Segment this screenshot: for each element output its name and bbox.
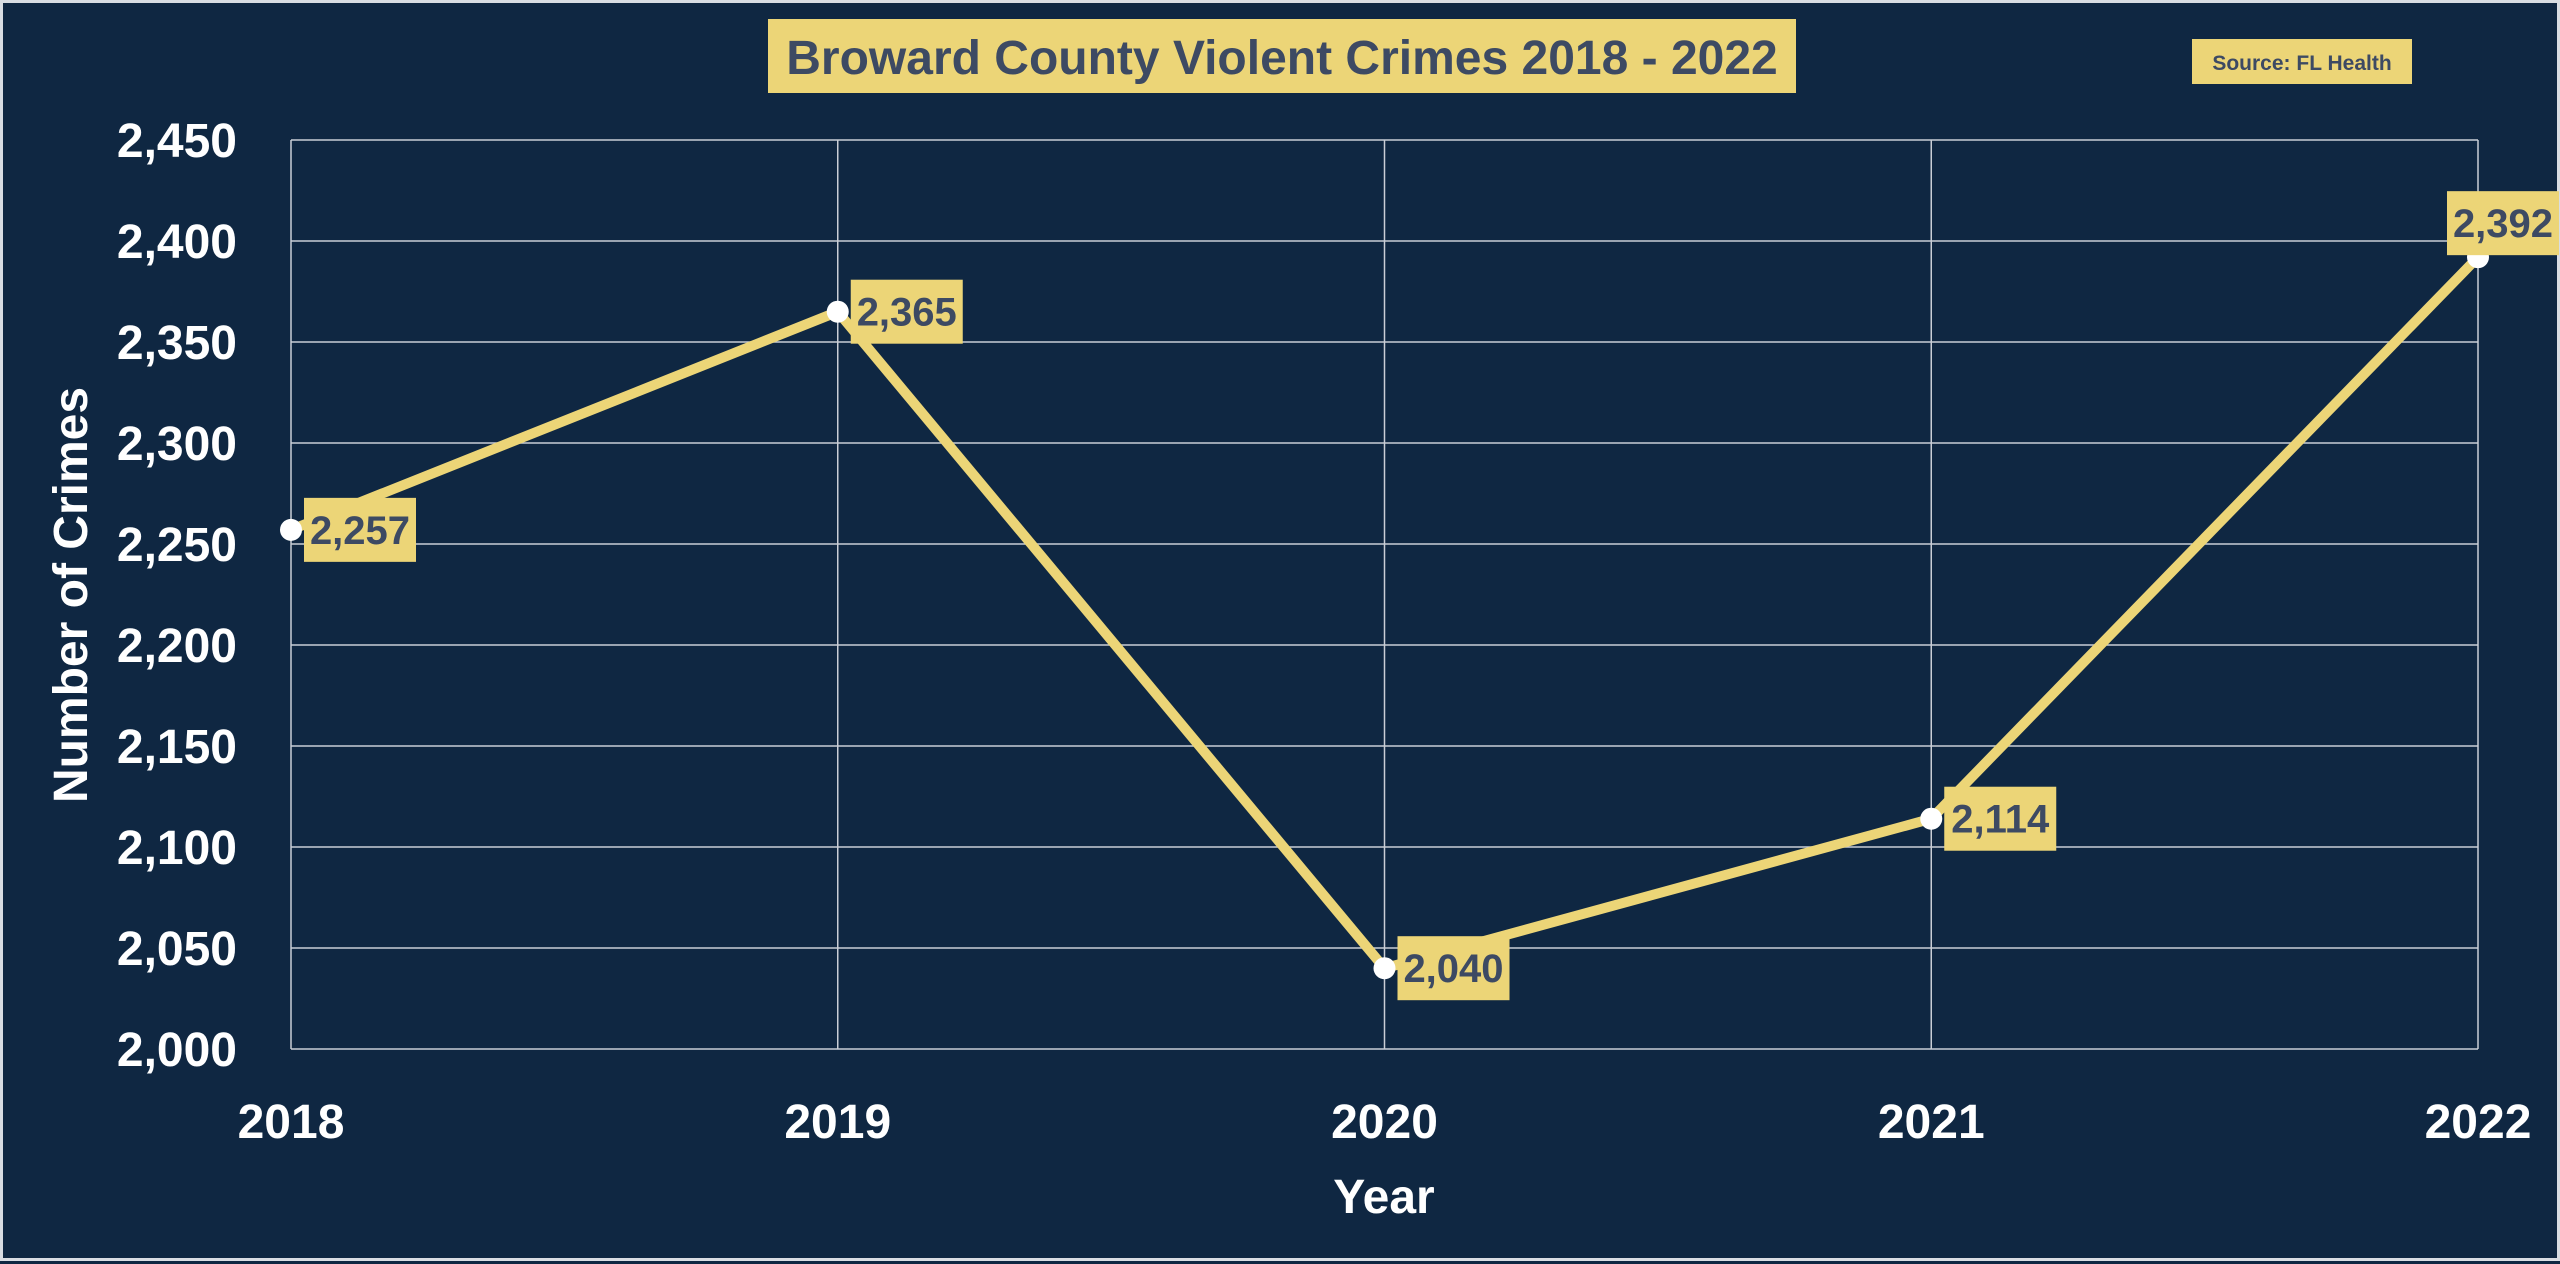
source-note-background — [2192, 39, 2412, 84]
data-label-text: 2,365 — [857, 291, 957, 335]
data-label: 2,392 — [2447, 191, 2559, 256]
data-label-box — [2447, 191, 2559, 256]
data-label: 2,114 — [1944, 786, 2057, 851]
data-point — [1920, 807, 1943, 830]
y-tick-label: 2,200 — [117, 620, 237, 673]
chart-title-box: Broward County Violent Crimes 2018 - 202… — [768, 19, 1796, 93]
x-tick-label: 2021 — [1878, 1096, 1985, 1149]
data-label-text: 2,114 — [1951, 798, 2050, 842]
y-axis-ticks: 2,000 2,050 2,100 2,150 2,200 2,250 2,300 2,350… — [117, 115, 237, 1077]
y-tick-label: 2,400 — [117, 216, 237, 269]
y-tick-label: 2,100 — [117, 822, 237, 875]
y-tick-label: 2,150 — [117, 721, 237, 774]
data-labels: 2,257 2,365 2,040 2,114 2,392 — [304, 191, 2559, 1001]
x-tick-label: 2019 — [784, 1096, 891, 1149]
chart-title: Broward County Violent Crimes 2018 - 202… — [786, 32, 1777, 85]
data-point — [280, 518, 302, 541]
y-tick-label: 2,050 — [117, 923, 237, 976]
y-tick-label: 2,350 — [117, 317, 237, 370]
data-label-text: 2,392 — [2453, 202, 2553, 246]
data-label: 2,365 — [850, 279, 963, 344]
data-label-text: 2,257 — [310, 509, 410, 553]
data-label: 2,040 — [1397, 936, 1510, 1001]
source-note-box: Source: FL Health — [2192, 39, 2412, 84]
y-axis-title: Number of Crimes — [45, 387, 98, 803]
data-label: 2,257 — [304, 497, 416, 562]
data-label-text: 2,040 — [1403, 947, 1503, 991]
x-axis-ticks: 2018 2019 2020 2021 2022 — [238, 1096, 2532, 1149]
x-tick-label: 2022 — [2425, 1096, 2532, 1149]
data-point — [826, 300, 849, 323]
line-chart: 2,000 2,050 2,100 2,150 2,200 2,250 2,300 2,350… — [45, 19, 2559, 1224]
x-tick-label: 2018 — [238, 1096, 345, 1149]
gridlines — [290, 139, 2479, 1050]
data-label-box — [304, 497, 416, 562]
chart-title-background — [768, 19, 1796, 93]
source-note: Source: FL Health — [2212, 52, 2391, 75]
y-tick-label: 2,000 — [117, 1024, 237, 1077]
x-axis-title: Year — [1333, 1171, 1434, 1224]
y-tick-label: 2,450 — [117, 115, 237, 168]
data-label-box — [850, 279, 963, 344]
data-point — [1373, 957, 1396, 980]
data-label-box — [1944, 786, 2057, 851]
x-tick-label: 2020 — [1331, 1096, 1438, 1149]
y-tick-label: 2,300 — [117, 418, 237, 471]
data-label-box — [1397, 936, 1510, 1001]
y-tick-label: 2,250 — [117, 519, 237, 572]
